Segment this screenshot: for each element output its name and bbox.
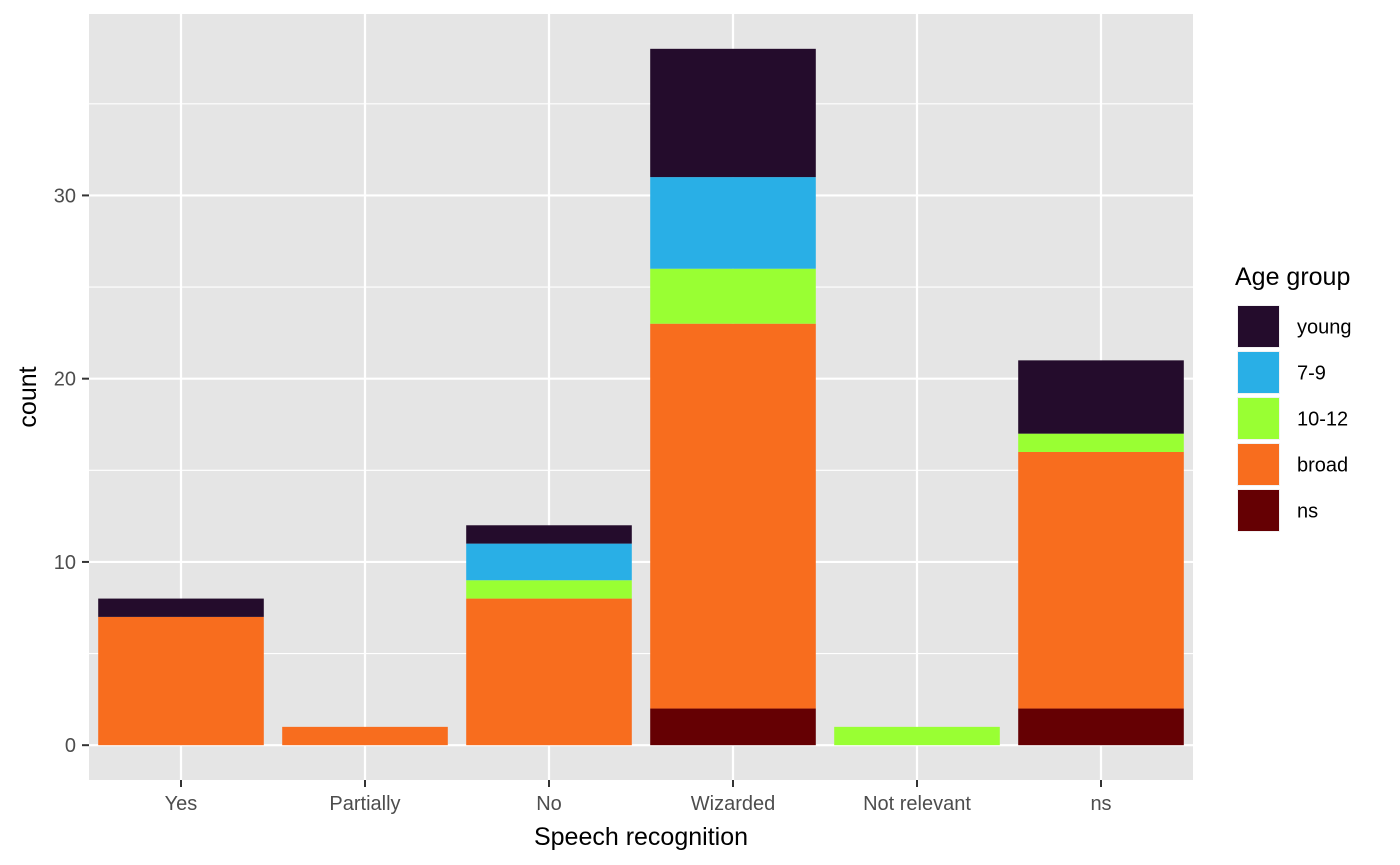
legend-label: 7-9 [1297,363,1326,385]
x-tick-label: Yes [165,793,198,815]
bar-segment [834,726,1000,746]
x-tick-label: No [536,793,562,815]
x-tick-label: ns [1090,793,1111,815]
y-axis-title: count [14,366,42,427]
legend-title: Age group [1235,263,1350,291]
x-tick-label: Not relevant [863,793,971,815]
legend-label: 10-12 [1297,409,1348,431]
bar-segment [282,726,448,746]
bar-segment [466,580,632,599]
legend-swatch [1238,306,1279,347]
legend-swatch [1238,490,1279,531]
bar-segment [650,268,816,324]
bar-segment [98,616,264,746]
bar-segment [466,598,632,746]
plot-panel [89,14,1193,780]
bar-segment [466,525,632,544]
bar-segment [650,323,816,709]
y-tick-label: 10 [54,552,76,574]
bar-segment [466,543,632,581]
x-axis-ticks: Yes Partially No Wizarded Not relevant ns [165,780,1112,815]
y-axis-ticks: 0 10 20 30 [54,185,89,757]
bars [98,48,1184,746]
bar-segment [98,598,264,617]
grid-minor [89,103,1193,655]
x-tick-label: Wizarded [691,793,775,815]
legend-items: young 7-9 10-12 broad ns [1237,305,1352,532]
bar-segment [1018,360,1184,434]
bar-segment [1018,433,1184,452]
legend-label: young [1297,317,1352,339]
legend-swatch [1238,352,1279,393]
legend: Age group young 7-9 10-12 broad ns [1235,263,1352,532]
legend-label: broad [1297,455,1348,477]
bar-segment [1018,451,1184,709]
legend-label: ns [1297,501,1318,523]
y-tick-label: 0 [65,735,76,757]
legend-swatch [1238,444,1279,485]
x-tick-label: Partially [329,793,400,815]
legend-swatch [1238,398,1279,439]
bar-segment [650,48,816,178]
y-tick-label: 30 [54,185,76,207]
y-tick-label: 20 [54,369,76,391]
x-axis-title: Speech recognition [534,823,748,851]
bar-segment [650,177,816,269]
bar-segment [650,708,816,746]
bar-segment [1018,708,1184,746]
